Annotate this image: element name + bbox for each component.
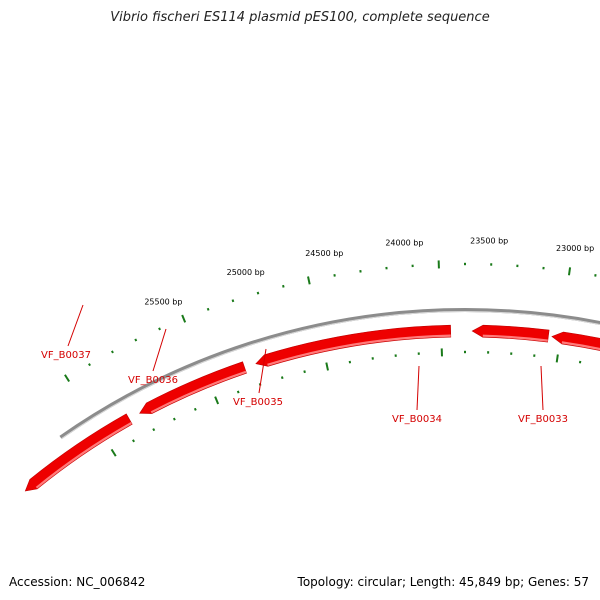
outer-minor-tick <box>134 338 138 342</box>
backbone-line <box>59 308 600 440</box>
position-label: 25500 bp <box>144 297 182 306</box>
outer-major-tick <box>181 314 187 323</box>
outer-minor-tick <box>206 307 210 311</box>
accession-text: Accession: NC_006842 <box>9 575 146 589</box>
outer-minor-tick <box>110 350 114 354</box>
inner-major-tick <box>325 362 329 371</box>
position-label: 24500 bp <box>305 249 343 258</box>
outer-minor-tick <box>88 363 91 367</box>
gene-arrow-shade <box>561 341 600 351</box>
position-label-group: 25500 bp 25000 bp 24500 bp 24000 bp 23500 bp… <box>144 236 594 306</box>
gene-arrow-shade <box>150 370 247 414</box>
inner-minor-tick <box>280 376 284 380</box>
position-label: 25000 bp <box>227 268 265 277</box>
map-title: Vibrio fischeri ES114 plasmid pES100, co… <box>110 10 490 25</box>
gene-label-group: VF_B0037 VF_B0036 VF_B0035 VF_B0034 VF_B0033 <box>41 350 568 425</box>
outer-minor-tick <box>158 327 161 331</box>
gene-arrow-shade <box>482 334 548 342</box>
gene-label: VF_B0034 <box>392 414 442 425</box>
inner-major-tick <box>214 396 220 405</box>
gene-track <box>24 324 600 492</box>
gene-arrow <box>139 361 247 414</box>
gene-label: VF_B0035 <box>233 397 283 408</box>
gene-arrow-shade <box>35 422 132 489</box>
gene-arrow <box>24 413 133 492</box>
backbone-ring <box>59 308 600 440</box>
gene-leader-line <box>258 348 267 394</box>
gene-arrow-shade <box>267 334 451 366</box>
outer-minor-tick <box>231 299 235 303</box>
inner-minor-tick <box>303 370 306 374</box>
inner-minor-tick <box>193 407 197 411</box>
inner-minor-tick <box>172 417 176 421</box>
gene-leader-line <box>152 328 167 372</box>
gene-arrow <box>551 331 600 351</box>
inner-minor-tick <box>132 439 135 443</box>
inner-major-tick <box>555 354 559 363</box>
outer-minor-tick <box>282 284 285 288</box>
gene-label: VF_B0033 <box>518 414 568 425</box>
gene-label: VF_B0036 <box>128 375 178 386</box>
gene-leader-line <box>416 365 420 411</box>
topology-text: Topology: circular; Length: 45,849 bp; G… <box>297 575 589 589</box>
gene-leader-lines <box>67 304 544 411</box>
backbone-highlight <box>61 311 600 440</box>
outer-major-tick <box>567 267 572 276</box>
outer-tick-ring <box>64 260 597 383</box>
inner-major-tick <box>110 448 117 457</box>
inner-tick-ring <box>110 348 582 457</box>
position-label: 23500 bp <box>470 236 508 245</box>
position-label: 23000 bp <box>556 244 594 253</box>
position-label: 24000 bp <box>385 238 423 247</box>
outer-major-tick <box>307 276 311 285</box>
outer-major-tick <box>64 374 70 383</box>
gene-leader-line <box>540 365 544 411</box>
gene-leader-line <box>67 304 84 347</box>
outer-minor-tick <box>256 291 260 295</box>
gene-label: VF_B0037 <box>41 350 91 361</box>
inner-minor-tick <box>152 428 156 432</box>
inner-minor-tick <box>236 390 240 394</box>
